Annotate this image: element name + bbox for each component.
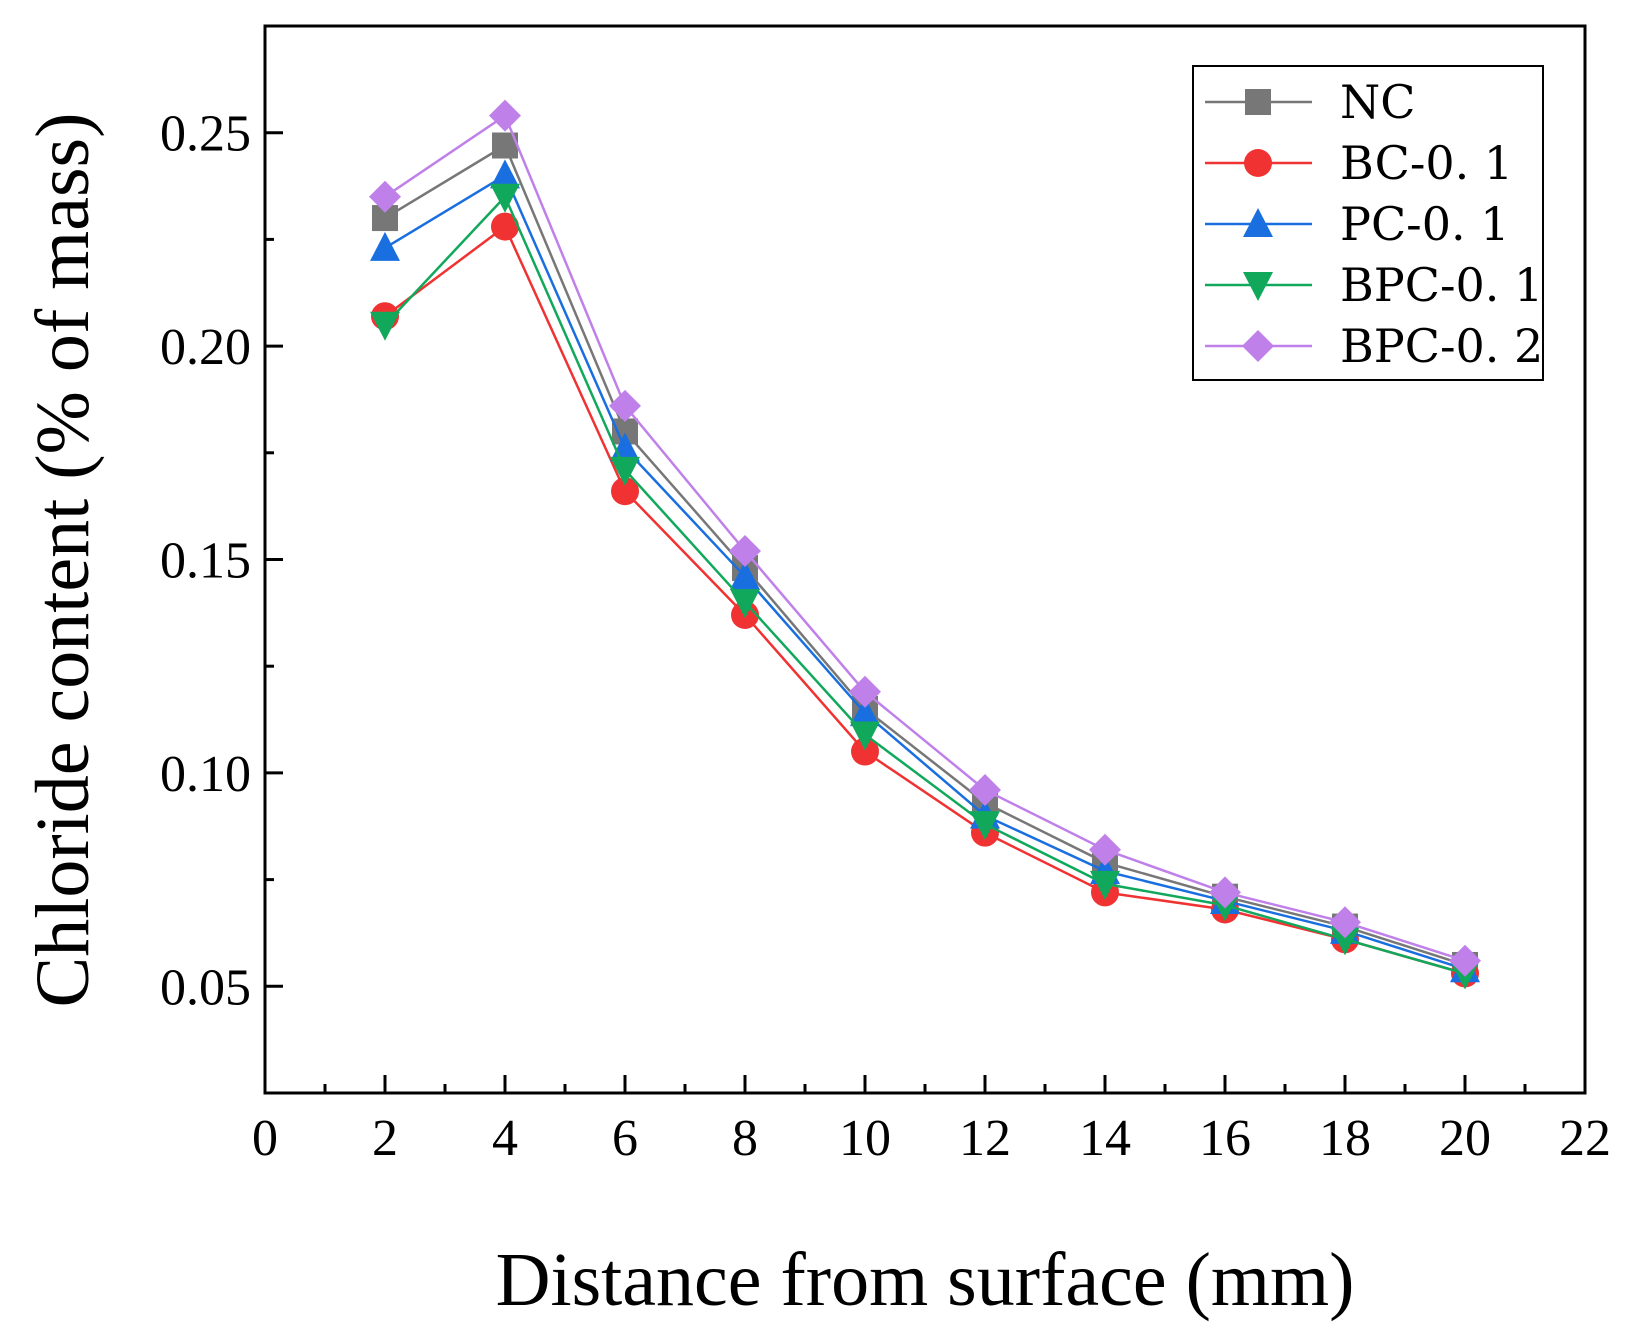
x-tick-label: 0 (252, 1110, 278, 1167)
data-point (849, 675, 881, 708)
data-point (1209, 876, 1241, 909)
series-line (384, 143, 1466, 967)
x-axis-title: Distance from surface (mm) (496, 1238, 1355, 1322)
legend-marker (1244, 149, 1272, 177)
data-point (610, 456, 640, 486)
legend-label: BPC-0. 2 (1340, 319, 1543, 373)
x-tick-label: 14 (1079, 1110, 1131, 1167)
x-tick-label: 8 (732, 1110, 758, 1167)
legend-entry: NC (1205, 75, 1415, 129)
data-point (1089, 833, 1121, 866)
x-tick-label: 10 (839, 1110, 891, 1167)
legend: NC BC-0. 1 PC-0. 1 BPC-0. 1 BPC-0. 2 (1192, 65, 1544, 381)
series-4 (369, 99, 1481, 977)
y-tick-label: 0.15 (160, 533, 251, 590)
data-point (369, 180, 401, 213)
legend-marker (1245, 89, 1271, 115)
data-point (851, 737, 879, 766)
x-tick-label: 12 (959, 1110, 1011, 1167)
y-tick-label: 0.25 (160, 106, 251, 163)
y-axis-ticks: 0.05 0.10 0.15 0.20 0.25 (160, 24, 283, 1016)
y-tick-label: 0.20 (160, 319, 251, 376)
legend-marker (1243, 208, 1273, 237)
series-line (384, 173, 1466, 971)
data-point (491, 212, 519, 241)
x-tick-label: 18 (1319, 1110, 1371, 1167)
data-point (609, 389, 641, 422)
legend-label: BC-0. 1 (1340, 136, 1513, 190)
data-point (490, 159, 520, 189)
y-tick-label: 0.05 (160, 959, 251, 1016)
legend-label: PC-0. 1 (1340, 197, 1509, 251)
x-tick-label: 22 (1559, 1110, 1611, 1167)
data-point (370, 231, 400, 261)
data-point (370, 311, 400, 341)
legend-entry: BPC-0. 2 (1205, 319, 1543, 373)
series-layer (369, 99, 1481, 990)
legend-marker (1243, 272, 1273, 301)
x-tick-label: 4 (492, 1110, 518, 1167)
x-tick-label: 6 (612, 1110, 638, 1167)
data-point (490, 183, 520, 213)
series-line (384, 194, 1466, 975)
legend-entry: PC-0. 1 (1205, 197, 1509, 251)
x-tick-label: 16 (1199, 1110, 1251, 1167)
y-tick-label: 0.10 (160, 746, 251, 803)
data-point (969, 773, 1001, 806)
data-point (1329, 906, 1361, 939)
legend-entry: BPC-0. 1 (1205, 258, 1543, 312)
data-point (489, 99, 521, 132)
series-line (384, 113, 1466, 962)
data-point (1090, 870, 1120, 900)
x-tick-label: 2 (372, 1110, 398, 1167)
legend-entry: BC-0. 1 (1205, 136, 1513, 190)
series-line (384, 224, 1466, 975)
data-point (970, 811, 1000, 841)
data-point (1449, 944, 1481, 977)
data-point (611, 477, 639, 506)
data-point (730, 560, 760, 590)
data-point (850, 697, 880, 727)
legend-label: BPC-0. 1 (1340, 258, 1543, 312)
data-point (1330, 926, 1360, 956)
x-axis-ticks: 0 2 4 6 8 10 12 14 16 18 20 22 (252, 1075, 1611, 1167)
legend-label: NC (1340, 75, 1415, 129)
y-axis-title: Chloride content (% of mass) (21, 113, 105, 1008)
x-tick-label: 20 (1439, 1110, 1491, 1167)
data-point (730, 589, 760, 619)
data-point (729, 534, 761, 567)
data-point (850, 721, 880, 751)
legend-marker (1242, 330, 1274, 362)
